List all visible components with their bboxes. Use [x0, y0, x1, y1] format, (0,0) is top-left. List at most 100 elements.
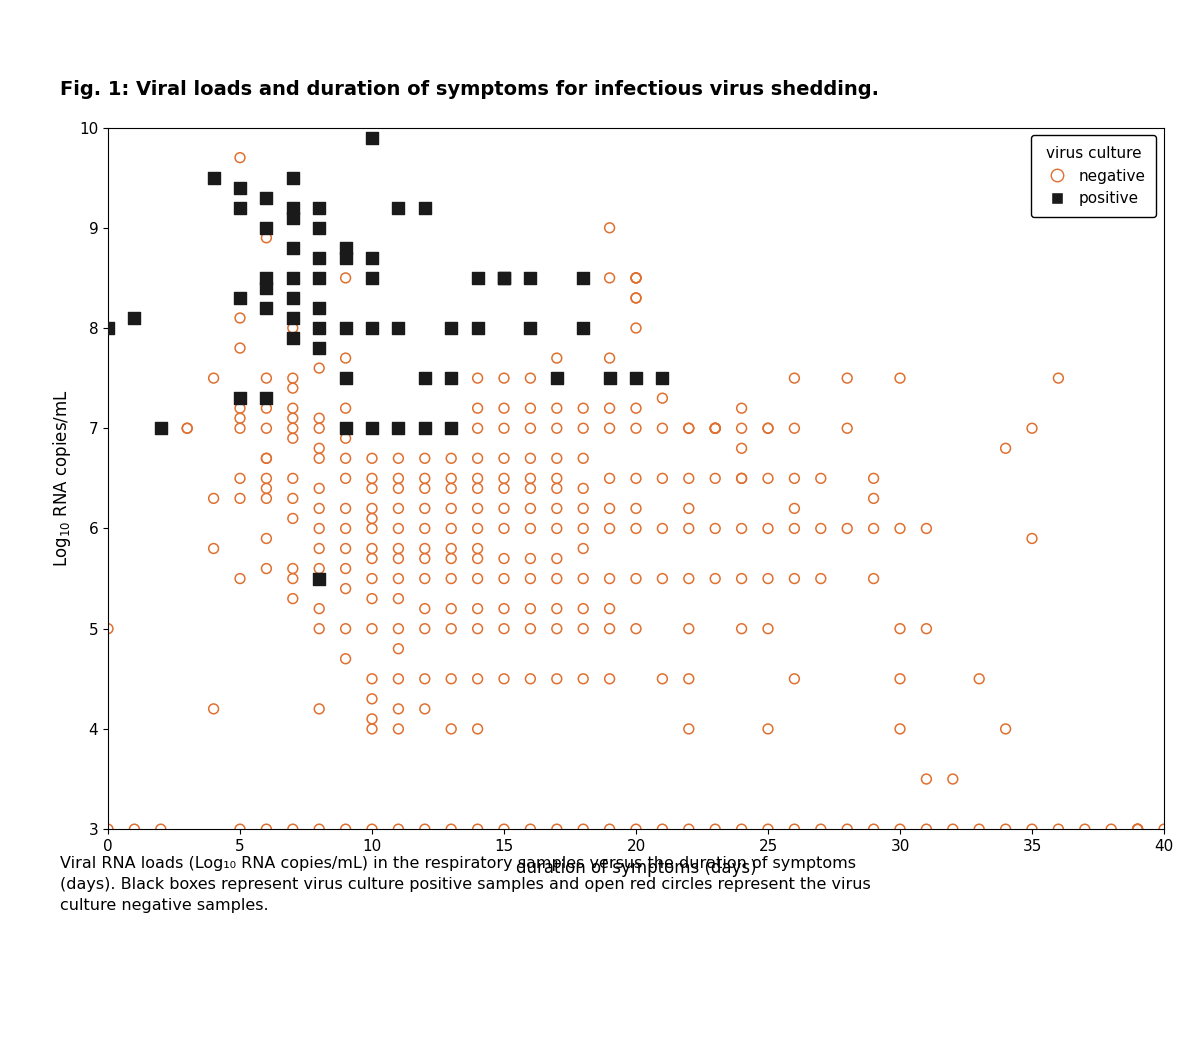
Point	[653, 671, 672, 688]
Point	[204, 490, 223, 507]
Point	[336, 540, 355, 557]
Point	[257, 390, 276, 407]
Point	[706, 520, 725, 537]
Point	[257, 370, 276, 387]
Point	[415, 540, 434, 557]
Point	[1128, 821, 1147, 838]
Point	[283, 429, 302, 446]
Point	[415, 420, 434, 437]
Point	[310, 570, 329, 587]
Point	[362, 420, 382, 437]
Point	[732, 440, 751, 457]
Point	[574, 479, 593, 496]
Point	[864, 470, 883, 487]
Point	[389, 500, 408, 517]
Point	[626, 520, 646, 537]
Point	[257, 530, 276, 547]
Point	[442, 420, 461, 437]
Point	[468, 540, 487, 557]
Point	[283, 490, 302, 507]
Point	[310, 250, 329, 267]
Point	[230, 470, 250, 487]
Point	[521, 320, 540, 337]
Point	[283, 169, 302, 186]
Point	[98, 821, 118, 838]
Point	[389, 620, 408, 637]
Point	[336, 470, 355, 487]
Point	[574, 520, 593, 537]
Point	[257, 400, 276, 417]
Point	[178, 420, 197, 437]
Point	[653, 390, 672, 407]
Point	[415, 370, 434, 387]
Point	[336, 429, 355, 446]
Point	[389, 701, 408, 718]
Point	[574, 540, 593, 557]
Point	[494, 269, 514, 286]
Point	[362, 320, 382, 337]
Point	[257, 821, 276, 838]
Point	[547, 520, 566, 537]
Point	[521, 520, 540, 537]
Point	[494, 420, 514, 437]
Point	[336, 420, 355, 437]
Point	[230, 570, 250, 587]
Point	[838, 370, 857, 387]
Point	[389, 320, 408, 337]
Point	[362, 470, 382, 487]
Point	[442, 601, 461, 618]
Point	[362, 500, 382, 517]
Point	[574, 601, 593, 618]
Point	[732, 520, 751, 537]
Point	[890, 821, 910, 838]
Point	[626, 269, 646, 286]
Point	[204, 169, 223, 186]
Point	[600, 400, 619, 417]
Point	[547, 470, 566, 487]
Point	[679, 821, 698, 838]
Point	[442, 520, 461, 537]
Point	[626, 500, 646, 517]
Point	[389, 671, 408, 688]
Point	[336, 269, 355, 286]
Point	[362, 620, 382, 637]
Point	[283, 409, 302, 426]
Point	[362, 671, 382, 688]
Point	[310, 440, 329, 457]
Point	[362, 420, 382, 437]
Point	[838, 821, 857, 838]
Point	[574, 500, 593, 517]
Point	[864, 490, 883, 507]
Point	[811, 470, 830, 487]
Point	[626, 821, 646, 838]
Point	[283, 379, 302, 396]
Point	[389, 540, 408, 557]
Point	[336, 620, 355, 637]
Point	[653, 420, 672, 437]
Point	[600, 350, 619, 367]
Point	[626, 269, 646, 286]
Point	[336, 250, 355, 267]
Point	[838, 520, 857, 537]
Point	[310, 339, 329, 356]
Point	[230, 390, 250, 407]
Point	[494, 450, 514, 467]
Point	[521, 269, 540, 286]
Point	[494, 821, 514, 838]
Point	[494, 671, 514, 688]
Point	[336, 500, 355, 517]
Point	[230, 339, 250, 356]
Point	[521, 470, 540, 487]
Point	[600, 370, 619, 387]
Point	[494, 500, 514, 517]
Point	[283, 570, 302, 587]
Point	[600, 601, 619, 618]
Point	[970, 821, 989, 838]
Point	[1022, 821, 1042, 838]
Point	[626, 289, 646, 306]
Point	[758, 570, 778, 587]
Point	[547, 601, 566, 618]
Point	[600, 671, 619, 688]
Point	[362, 479, 382, 496]
Point	[494, 400, 514, 417]
